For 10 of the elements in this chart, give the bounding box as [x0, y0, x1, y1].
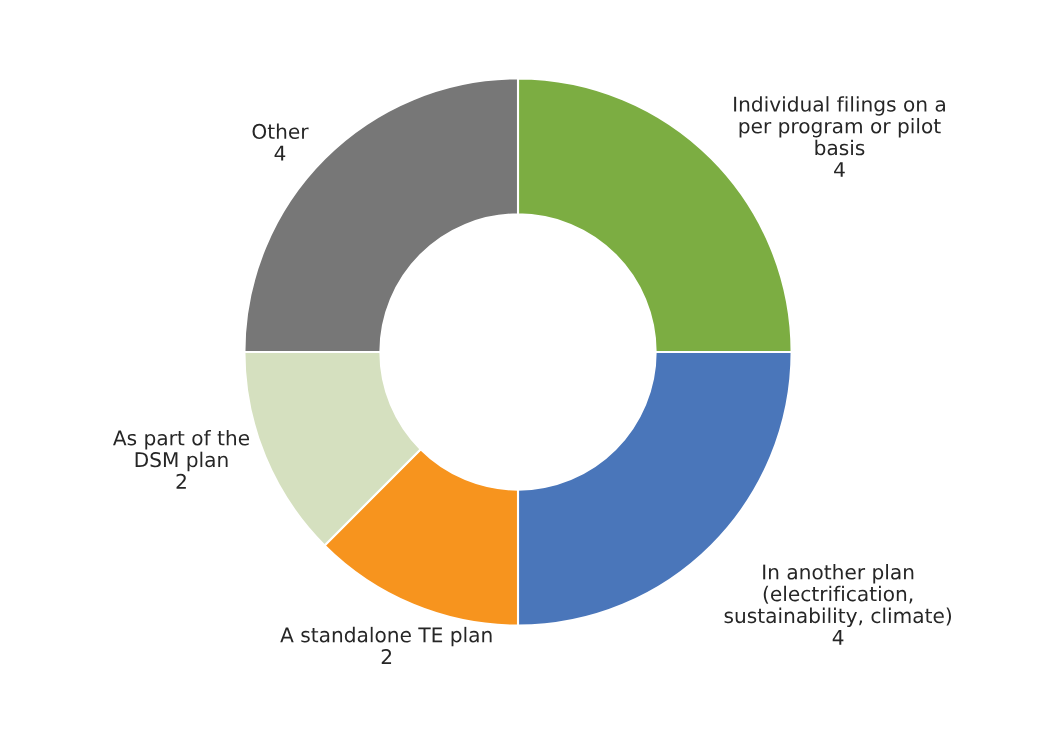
slice-label: Other: [252, 123, 309, 140]
slice-label: Individual filings on a per program or pilot basis: [734, 96, 945, 156]
data-label: 4: [274, 145, 286, 161]
slice-label: A standalone TE plan: [280, 626, 492, 647]
data-label: 2: [381, 648, 392, 664]
slice-label: In another plan (electrification, sustainability, climate): [724, 564, 951, 628]
data-label: 4: [834, 162, 845, 177]
data-label: 4: [832, 630, 844, 645]
slice-label: As part of the DSM plan: [113, 429, 250, 472]
data-label: 2: [176, 473, 186, 489]
